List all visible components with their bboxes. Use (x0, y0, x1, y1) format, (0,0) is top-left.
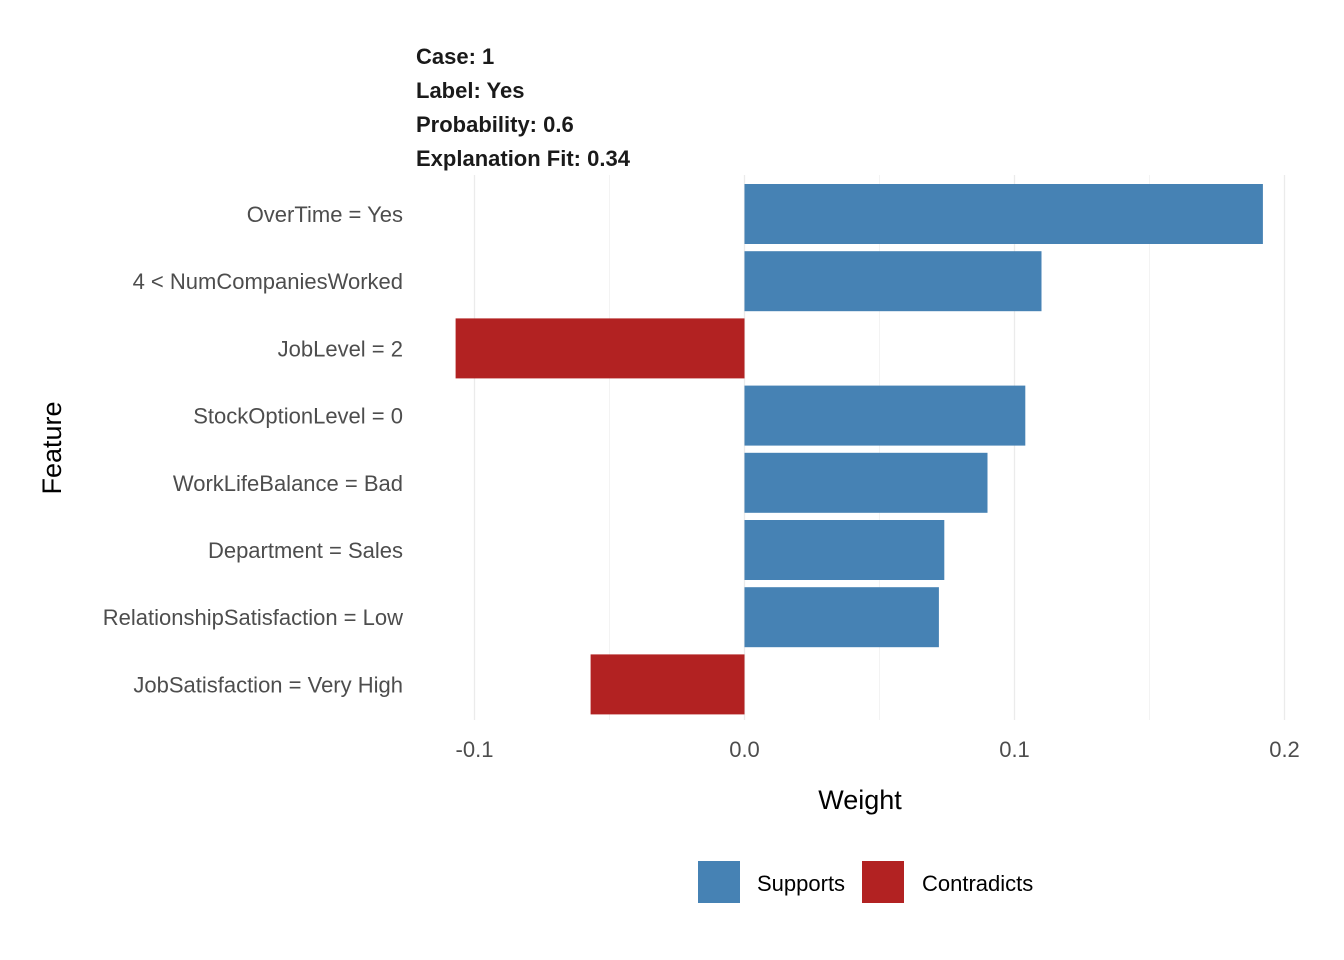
bar (744, 385, 1026, 446)
explanation-fit-label: Explanation Fit: 0.34 (416, 146, 630, 171)
legend: Supports Contradicts (698, 861, 1033, 903)
legend-label: Supports (757, 871, 845, 896)
label-label: Label: Yes (416, 78, 525, 103)
probability-label: Probability: 0.6 (416, 112, 574, 137)
y-axis-title: Feature (37, 401, 67, 494)
legend-label: Contradicts (922, 871, 1033, 896)
y-tick-label: OverTime = Yes (247, 202, 403, 227)
y-tick-label: WorkLifeBalance = Bad (173, 471, 403, 496)
bars (455, 184, 1263, 715)
y-tick-label: Department = Sales (208, 538, 403, 563)
x-tick-labels: -0.1 0.0 0.1 0.2 (456, 737, 1300, 762)
bar (744, 251, 1042, 312)
y-tick-labels: OverTime = Yes 4 < NumCompaniesWorked JobL… (103, 202, 403, 697)
bar (744, 587, 939, 648)
case-label: Case: 1 (416, 44, 495, 69)
bar (590, 654, 745, 715)
y-tick-label: 4 < NumCompaniesWorked (133, 269, 403, 294)
legend-swatch (862, 861, 904, 903)
x-tick-label: 0.0 (729, 737, 760, 762)
x-axis-title: Weight (818, 785, 902, 815)
bar (744, 184, 1263, 244)
x-tick-label: -0.1 (456, 737, 494, 762)
y-tick-label: JobSatisfaction = Very High (133, 672, 403, 697)
legend-swatch (698, 861, 740, 903)
y-tick-label: RelationshipSatisfaction = Low (103, 605, 403, 630)
x-tick-label: 0.1 (999, 737, 1030, 762)
y-tick-label: JobLevel = 2 (278, 336, 403, 361)
bar (744, 452, 988, 513)
bar (455, 318, 745, 379)
x-tick-label: 0.2 (1269, 737, 1300, 762)
bar (744, 520, 945, 580)
y-tick-label: StockOptionLevel = 0 (193, 404, 403, 429)
